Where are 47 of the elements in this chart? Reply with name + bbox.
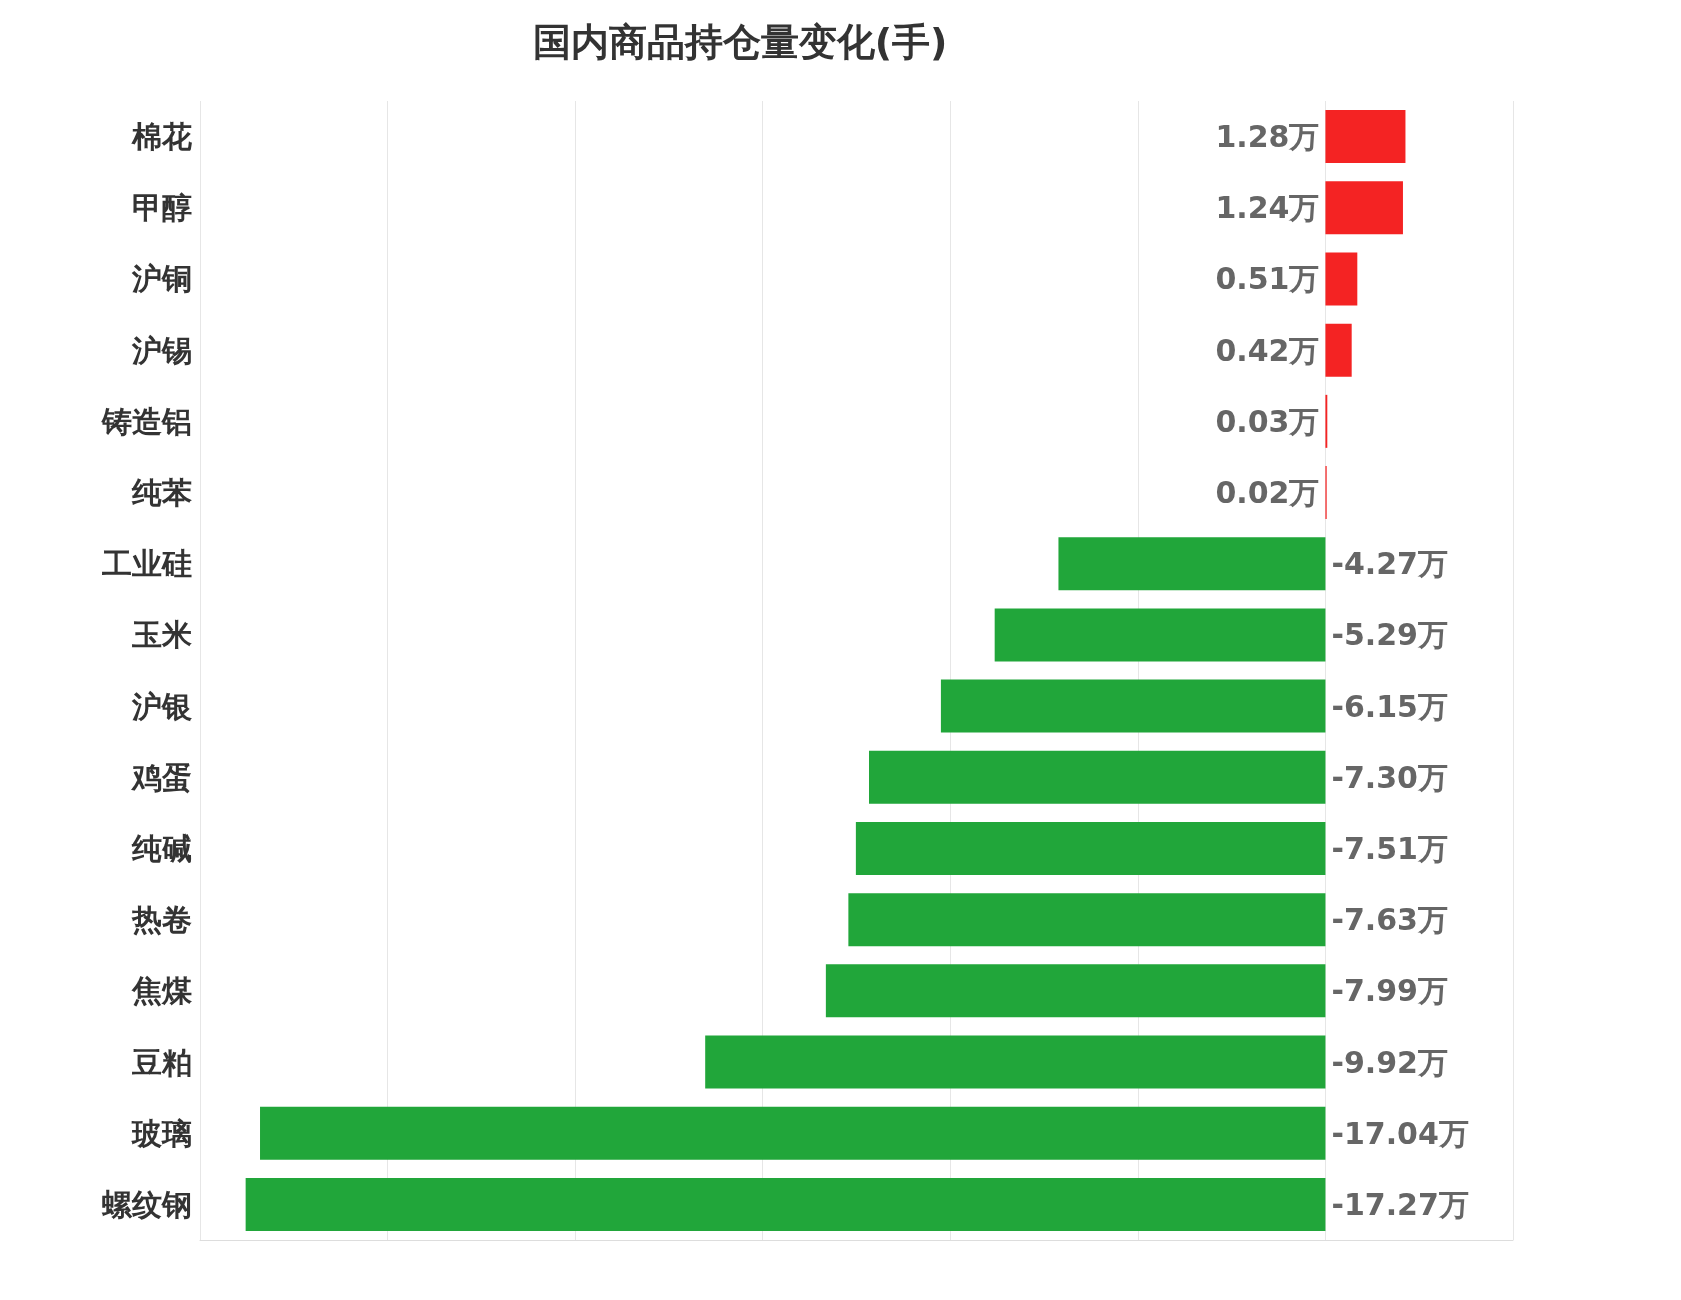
data-label: -7.63万 bbox=[1331, 902, 1448, 938]
data-label: -7.30万 bbox=[1331, 759, 1448, 795]
data-label: -6.15万 bbox=[1331, 688, 1448, 724]
y-tick-label: 沪锡 bbox=[131, 332, 192, 368]
y-tick-label: 甲醇 bbox=[132, 190, 192, 226]
y-tick-label: 沪铜 bbox=[131, 261, 192, 297]
y-tick-label: 工业硅 bbox=[101, 546, 192, 582]
data-label: 0.03万 bbox=[1215, 403, 1320, 439]
bar bbox=[1325, 110, 1406, 164]
bar bbox=[1325, 323, 1352, 377]
bar bbox=[940, 679, 1326, 733]
chart-title: 国内商品持仓量变化(手) bbox=[532, 20, 948, 64]
data-label: 1.28万 bbox=[1215, 119, 1320, 155]
data-label: 0.02万 bbox=[1215, 475, 1320, 511]
data-label: 0.42万 bbox=[1215, 332, 1320, 368]
data-label: 0.51万 bbox=[1215, 261, 1320, 297]
y-tick-label: 豆粕 bbox=[131, 1044, 192, 1080]
bar bbox=[825, 964, 1326, 1018]
y-tick-label: 纯碱 bbox=[131, 830, 192, 866]
data-label: -17.27万 bbox=[1331, 1186, 1469, 1222]
data-label: -7.99万 bbox=[1331, 973, 1448, 1009]
data-label: 1.24万 bbox=[1215, 190, 1320, 226]
y-tick-label: 铸造铝 bbox=[101, 403, 192, 439]
bar bbox=[869, 750, 1326, 804]
y-tick-label: 鸡蛋 bbox=[130, 759, 192, 795]
y-tick-label: 焦煤 bbox=[131, 973, 192, 1009]
y-tick-label: 棉花 bbox=[131, 119, 192, 155]
data-label: -4.27万 bbox=[1331, 546, 1448, 582]
bar bbox=[994, 608, 1326, 662]
data-label: -5.29万 bbox=[1331, 617, 1448, 653]
bar bbox=[855, 821, 1326, 875]
data-label: -7.51万 bbox=[1331, 830, 1448, 866]
y-tick-label: 玉米 bbox=[131, 617, 192, 653]
y-tick-label: 沪银 bbox=[131, 688, 192, 724]
bar bbox=[848, 893, 1326, 947]
bar bbox=[705, 1035, 1326, 1089]
y-tick-label: 纯苯 bbox=[131, 475, 192, 511]
y-tick-label: 玻璃 bbox=[131, 1115, 192, 1151]
data-label: -9.92万 bbox=[1331, 1044, 1448, 1080]
data-label: -17.04万 bbox=[1331, 1115, 1469, 1151]
bar bbox=[1325, 252, 1358, 306]
bar bbox=[1325, 181, 1403, 235]
bar bbox=[260, 1106, 1326, 1160]
y-tick-label: 螺纹钢 bbox=[101, 1186, 192, 1222]
y-tick-label: 热卷 bbox=[131, 902, 192, 938]
bar bbox=[1058, 537, 1326, 591]
bar bbox=[245, 1177, 1326, 1231]
